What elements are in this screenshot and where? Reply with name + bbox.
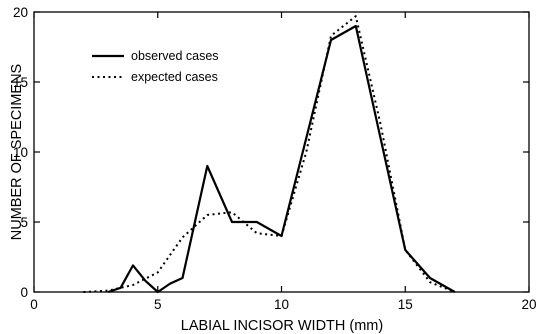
- y-tick-label: 0: [20, 285, 28, 300]
- x-axis-title: LABIAL INCISOR WIDTH (mm): [181, 318, 383, 334]
- legend: observed cases expected cases: [92, 49, 219, 84]
- y-tick-label: 10: [13, 145, 28, 160]
- y-tick-label: 15: [13, 75, 28, 90]
- x-tick-label: 0: [30, 297, 38, 312]
- x-tick-label: 15: [398, 297, 413, 312]
- legend-label-observed: observed cases: [131, 49, 219, 63]
- x-tick-label: 5: [154, 297, 162, 312]
- axis-ticks: 0 5 10 15 20 0 5 10 15 20: [13, 5, 537, 312]
- series-line-observed: [107, 24, 456, 294]
- x-tick-label: 10: [274, 297, 289, 312]
- plot-area: [33, 11, 530, 293]
- series-line-expected: [83, 15, 456, 293]
- plot-frame: [33, 11, 530, 293]
- y-tick-label: 5: [20, 215, 28, 230]
- legend-label-expected: expected cases: [131, 70, 218, 84]
- x-tick-label: 20: [521, 297, 536, 312]
- series-layer: [83, 15, 456, 294]
- y-axis-title: NUMBER OF SPECIMENS: [9, 64, 25, 240]
- y-tick-label: 20: [13, 5, 28, 20]
